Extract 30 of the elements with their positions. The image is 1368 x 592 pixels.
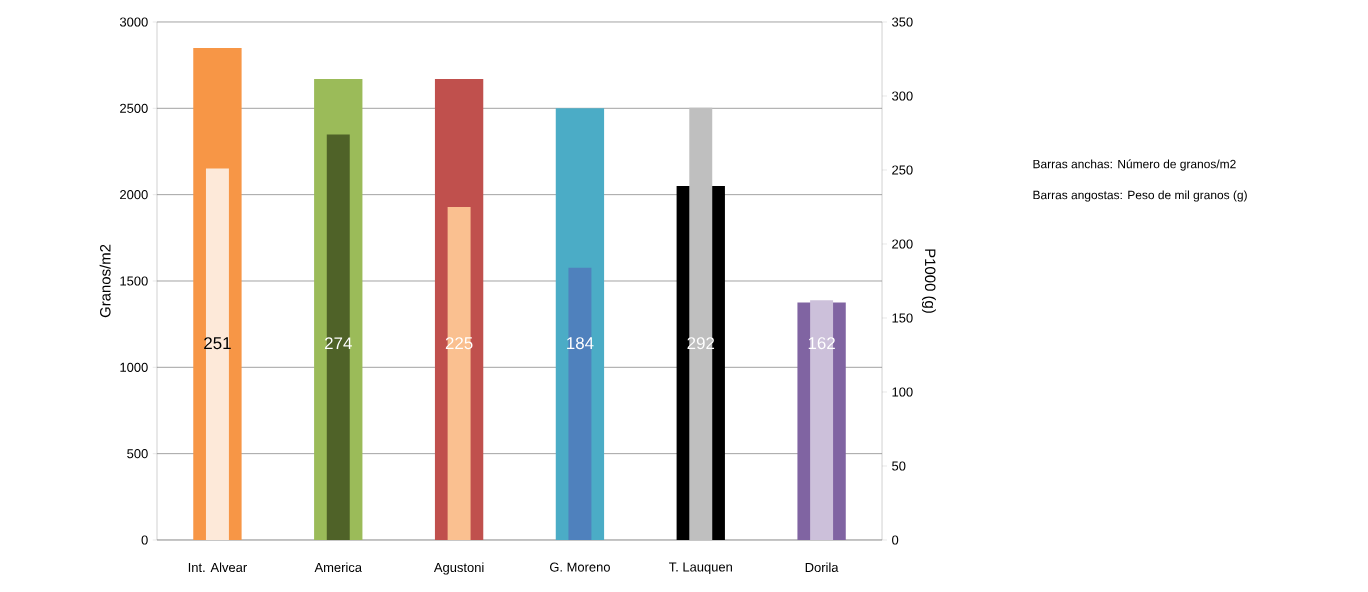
y2-tick-label: 0	[892, 535, 899, 545]
y2-tick-label: 150	[892, 313, 913, 323]
x-tick-label: Dorila	[805, 562, 839, 573]
x-tick-label: G. Moreno	[550, 562, 610, 572]
y-tick-label: 2000	[120, 190, 148, 200]
x-tick-label: T. Lauquen	[669, 562, 732, 575]
bar	[205, 168, 229, 540]
x-tick-label: Int. Alvear	[188, 562, 247, 573]
y2-tick-label: 50	[892, 461, 906, 471]
y-axis-title: Granos/m2	[99, 244, 111, 318]
y-tick-label: 3000	[119, 17, 148, 27]
bar	[568, 267, 592, 540]
y2-axis-title: P1000 (g)	[921, 249, 936, 313]
y-tick-label: 500	[127, 449, 148, 459]
y2-tick-label: 350	[892, 17, 913, 27]
bar	[447, 206, 471, 540]
y-tick-label: 1500	[120, 276, 148, 286]
y2-tick-label: 200	[892, 239, 913, 249]
text: Barras angostas: Peso de mil granos (g)	[1033, 190, 1247, 202]
y-tick-label: 1000	[120, 362, 148, 372]
y2-tick-label: 100	[892, 387, 913, 397]
y2-tick-label: 250	[892, 165, 913, 175]
data-label: 184	[567, 337, 594, 350]
y2-tick-label: 300	[892, 91, 913, 101]
y-tick-label: 0	[141, 535, 148, 545]
y-tick-label: 2500	[120, 103, 148, 113]
x-tick-label: Agustoni	[433, 562, 484, 575]
data-label: 274	[325, 337, 352, 350]
x-tick-label: America	[314, 562, 363, 573]
text: Barras anchas: Número de granos/m2	[1033, 159, 1236, 171]
